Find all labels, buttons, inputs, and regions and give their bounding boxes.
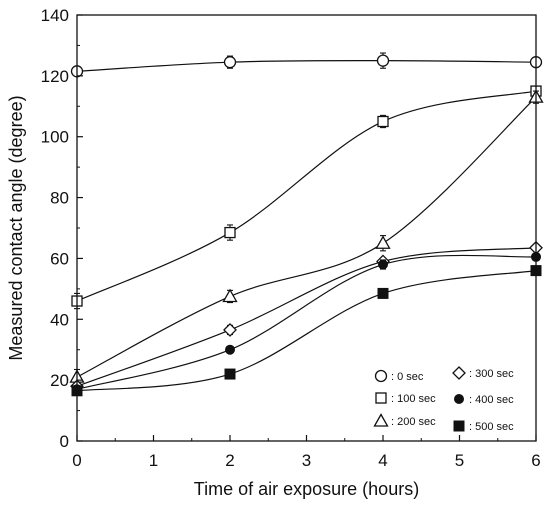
legend-marker <box>375 392 387 404</box>
series-1 <box>71 85 542 310</box>
legend-item: : 300 sec <box>452 366 514 380</box>
y-tick-label: 100 <box>41 128 69 147</box>
data-point <box>375 235 391 249</box>
legend-label: : 400 sec <box>469 394 514 406</box>
data-point <box>224 368 236 380</box>
legend-item: : 400 sec <box>454 394 514 406</box>
data-point <box>223 323 237 337</box>
x-axis-title: Time of air exposure (hours) <box>194 479 419 499</box>
data-point <box>222 288 238 303</box>
y-axis-title: Measured contact angle (degree) <box>6 95 26 360</box>
series-line <box>76 270 537 392</box>
data-point <box>378 259 388 270</box>
x-tick-label: 4 <box>378 451 387 470</box>
x-tick-label: 0 <box>72 451 81 470</box>
legend-label: : 200 sec <box>391 416 436 428</box>
legend-item: : 0 sec <box>374 369 424 383</box>
series-0 <box>70 52 543 78</box>
x-tick-label: 1 <box>149 451 158 470</box>
y-tick-label: 40 <box>50 310 69 329</box>
legend-marker <box>453 420 465 432</box>
data-point <box>376 54 390 67</box>
plot-frame <box>76 14 537 442</box>
series-line <box>76 96 537 378</box>
legend-item: : 200 sec <box>373 413 436 428</box>
y-tick-label: 80 <box>50 189 69 208</box>
x-tick-label: 3 <box>302 451 311 470</box>
x-tick-label: 2 <box>225 451 234 470</box>
legend-marker <box>374 369 388 383</box>
data-point <box>225 344 235 355</box>
legend-label: : 100 sec <box>391 393 436 405</box>
x-tick-label: 6 <box>531 451 540 470</box>
data-point <box>377 287 389 299</box>
data-point <box>223 56 237 69</box>
legend-marker <box>452 366 466 380</box>
legend-marker <box>454 394 464 404</box>
series-line <box>76 90 537 302</box>
y-tick-label: 20 <box>50 371 69 390</box>
legend: : 0 sec : 100 sec : 200 sec : 300 sec : 400 … <box>373 366 514 433</box>
series-line <box>76 254 537 390</box>
y-tick-label: 120 <box>41 67 69 86</box>
data-point <box>377 115 389 128</box>
series-2 <box>69 89 544 386</box>
legend-item: : 100 sec <box>375 392 436 405</box>
series-layer <box>69 52 544 397</box>
legend-label: : 500 sec <box>469 421 514 433</box>
legend-marker <box>373 413 389 427</box>
legend-label: : 0 sec <box>391 371 424 383</box>
data-point <box>224 226 236 239</box>
legend-label: : 300 sec <box>469 368 514 380</box>
series-line <box>76 60 537 72</box>
y-tick-label: 140 <box>41 6 69 25</box>
y-tick-label: 0 <box>60 432 69 451</box>
legend-item: : 500 sec <box>453 420 514 433</box>
y-tick-label: 60 <box>50 249 69 268</box>
series-line <box>76 247 537 387</box>
x-tick-label: 5 <box>455 451 464 470</box>
